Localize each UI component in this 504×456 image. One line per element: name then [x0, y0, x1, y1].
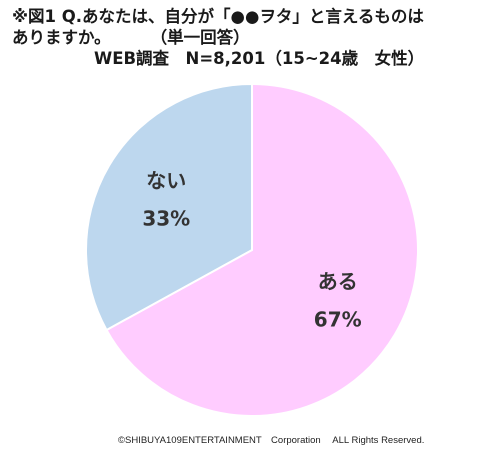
slice-label-1: ない — [146, 168, 186, 192]
title-line-1: ※図1 Q.あなたは、自分が「●●ヲタ」と言えるものは — [12, 7, 424, 26]
chart-title: ※図1 Q.あなたは、自分が「●●ヲタ」と言えるものは ありますか。 （単一回答）… — [12, 6, 500, 69]
title-survey-info: WEB調査 N=8,201（15~24歳 女性） — [94, 49, 425, 68]
copyright-notice: ©SHIBUYA109ENTERTAINMENT Corporation ALL… — [118, 435, 425, 446]
pie-slices — [85, 82, 419, 417]
title-question-end: ありますか。 — [12, 28, 111, 47]
title-line-2: ありますか。 （単一回答） — [12, 27, 500, 48]
pie-slice-1 — [85, 82, 253, 332]
slice-value-1: 33% — [142, 206, 190, 230]
pie-slice-0 — [105, 82, 419, 417]
slice-value-0: 67% — [314, 308, 362, 332]
pie-labels: ある 67% ない 33% — [142, 168, 361, 331]
slice-label-0: ある — [318, 270, 358, 294]
title-answer-type: （単一回答） — [150, 28, 250, 47]
